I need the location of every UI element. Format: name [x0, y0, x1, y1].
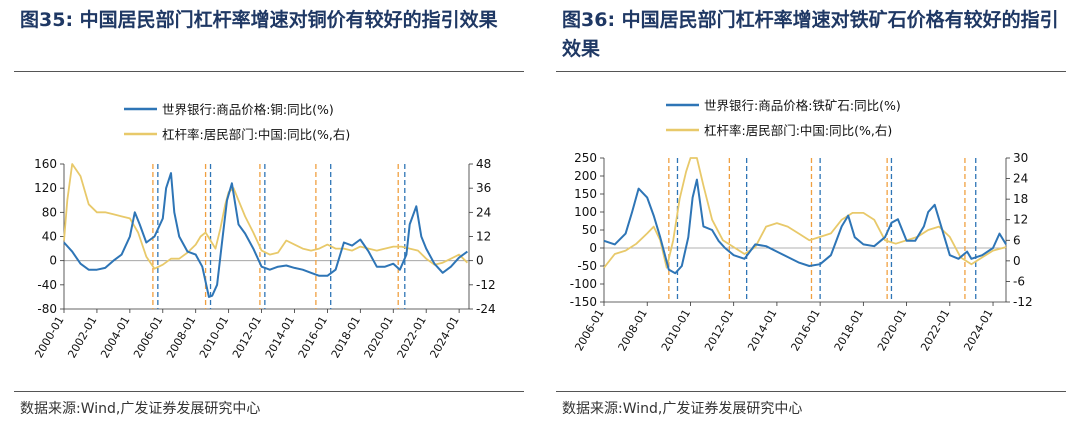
figure-35-panel: 图35: 中国居民部门杠杆率增速对铜价有较好的指引效果 160 120 80 40 0-… [14, 0, 524, 435]
right-tick-label: -12 [476, 278, 496, 292]
left-tick-label: 120 [34, 181, 57, 195]
left-tick-label: 0 [49, 254, 57, 268]
x-tick-label: 2008-01 [164, 314, 198, 360]
leverage-series-line [603, 157, 1007, 269]
x-tick-label: 2014-01 [263, 314, 297, 360]
x-tick-label: 2018-01 [329, 314, 363, 360]
left-tick-label: 0 [589, 241, 597, 255]
left-tick-label: 150 [574, 187, 597, 201]
x-tick-label: 2016-01 [788, 307, 822, 353]
source-divider [14, 391, 524, 392]
figure-number: 图36: [562, 9, 616, 31]
x-tick-label: 2020-01 [362, 314, 396, 360]
title-divider [556, 71, 1066, 72]
figure-number: 图35: [20, 9, 74, 31]
x-tick-label: 2006-01 [131, 314, 165, 360]
x-tick-label: 2022-01 [918, 307, 952, 353]
left-tick-label: -150 [570, 295, 597, 309]
legend-label: 世界银行:商品价格:铜:同比(%) [162, 102, 334, 117]
figure-title-text: 中国居民部门杠杆率增速对铁矿石价格有较好的指引效果 [562, 9, 1059, 60]
x-tick-label: 2012-01 [702, 307, 736, 353]
x-tick-label: 2004-01 [98, 314, 132, 360]
x-tick-label: 2010-01 [659, 307, 693, 353]
right-tick-label: 12 [1013, 213, 1028, 227]
x-tick-label: 2000-01 [32, 314, 66, 360]
x-tick-label: 2012-01 [230, 314, 264, 360]
left-tick-label: -100 [570, 277, 597, 291]
figure-title: 图35: 中国居民部门杠杆率增速对铜价有较好的指引效果 [20, 6, 520, 35]
figure-36-panel: 图36: 中国居民部门杠杆率增速对铁矿石价格有较好的指引效果 250 200 150… [556, 0, 1066, 435]
right-tick-label: 36 [476, 181, 491, 195]
x-tick-label: 2024-01 [427, 314, 461, 360]
right-tick-label: 48 [476, 157, 491, 171]
source-note: 数据来源:Wind,广发证券发展研究中心 [562, 401, 803, 417]
x-tick-label: 2008-01 [616, 307, 650, 353]
x-tick-label: 2016-01 [296, 314, 330, 360]
x-tick-label: 2014-01 [745, 307, 779, 353]
right-tick-label: 18 [1013, 192, 1028, 206]
right-tick-label: -24 [476, 302, 496, 316]
left-tick-label: -80 [37, 302, 57, 316]
legend-label: 杠杆率:居民部门:中国:同比(%,右) [162, 127, 350, 142]
right-tick-label: 12 [476, 230, 491, 244]
right-tick-label: 24 [476, 205, 491, 219]
x-tick-label: 2010-01 [197, 314, 231, 360]
left-tick-label: 250 [574, 151, 597, 165]
right-tick-label: 0 [1013, 254, 1021, 268]
right-tick-label: 0 [476, 254, 484, 268]
source-note: 数据来源:Wind,广发证券发展研究中心 [20, 401, 261, 417]
price-series-line [63, 172, 468, 298]
left-tick-label: -40 [37, 278, 57, 292]
right-tick-label: 24 [1013, 172, 1028, 186]
price-series-line [603, 178, 1007, 275]
right-tick-label: 30 [1013, 151, 1028, 165]
copper-chart: 16012080400-40-80483624120-12-242000-012… [32, 102, 496, 360]
legend-label: 世界银行:商品价格:铁矿石:同比(%) [704, 98, 901, 113]
right-tick-label: -6 [1013, 274, 1025, 288]
left-tick-label: 100 [574, 205, 597, 219]
figure-title: 图36: 中国居民部门杠杆率增速对铁矿石价格有较好的指引效果 [562, 6, 1062, 64]
x-tick-label: 2006-01 [572, 307, 606, 353]
left-tick-label: 160 [34, 157, 57, 171]
x-tick-label: 2022-01 [395, 314, 429, 360]
left-tick-label: 80 [42, 205, 57, 219]
leverage-series-line [63, 163, 469, 270]
left-tick-label: 200 [574, 169, 597, 183]
x-tick-label: 2020-01 [875, 307, 909, 353]
x-tick-label: 2018-01 [832, 307, 866, 353]
right-tick-label: 6 [1013, 233, 1021, 247]
source-divider [556, 391, 1066, 392]
left-tick-label: 50 [582, 223, 597, 237]
x-tick-label: 2002-01 [65, 314, 99, 360]
right-tick-label: -12 [1013, 295, 1033, 309]
iron-ore-chart: 250 200 150 100 50 0 -50 -100 -150 30 24 18 12 6 0 -6 -1… [570, 98, 1033, 353]
left-tick-label: -50 [577, 259, 597, 273]
figure-title-text: 中国居民部门杠杆率增速对铜价有较好的指引效果 [79, 9, 498, 31]
left-tick-label: 40 [42, 230, 57, 244]
title-divider [14, 71, 524, 72]
legend-label: 杠杆率:居民部门:中国:同比(%,右) [704, 123, 892, 138]
x-tick-label: 2024-01 [961, 307, 995, 353]
